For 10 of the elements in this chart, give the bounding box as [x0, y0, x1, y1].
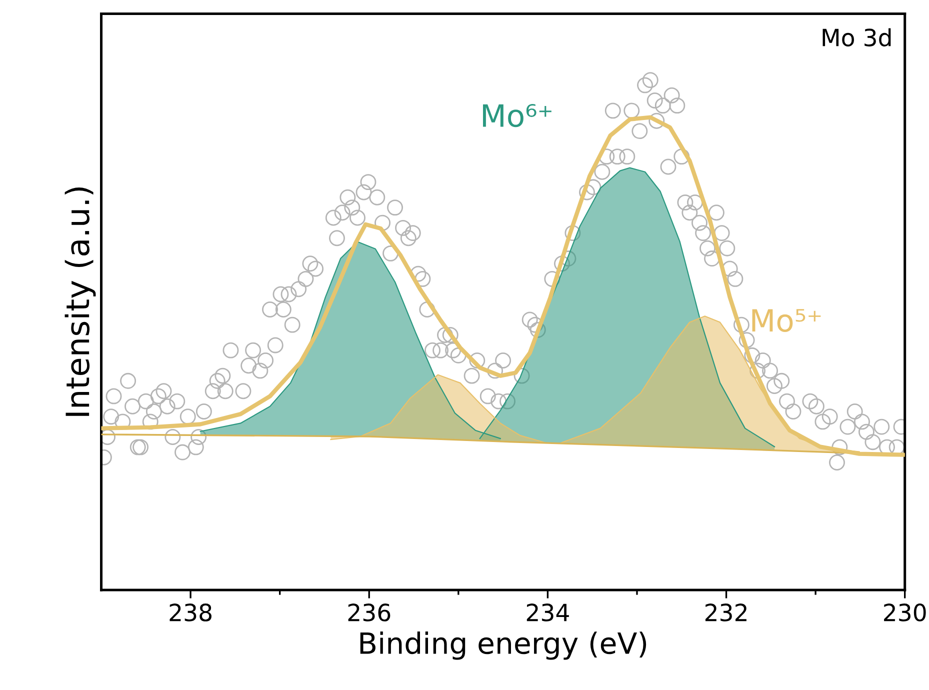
y-axis-title: Intensity (a.u.): [64, 187, 96, 416]
x-tick-label: 232: [705, 604, 746, 622]
text: Mo 3d: [822, 28, 891, 46]
x-tick-label: 234: [526, 604, 569, 622]
text: Mo⁶⁺: [483, 104, 552, 128]
x-tick-label: 230: [884, 604, 926, 622]
series-label: Mo⁵⁺: [752, 309, 821, 332]
x-tick-label: 238: [170, 604, 212, 622]
x-axis-title: Binding energy (eV): [360, 632, 646, 660]
x-tick-label: 236: [348, 604, 390, 622]
